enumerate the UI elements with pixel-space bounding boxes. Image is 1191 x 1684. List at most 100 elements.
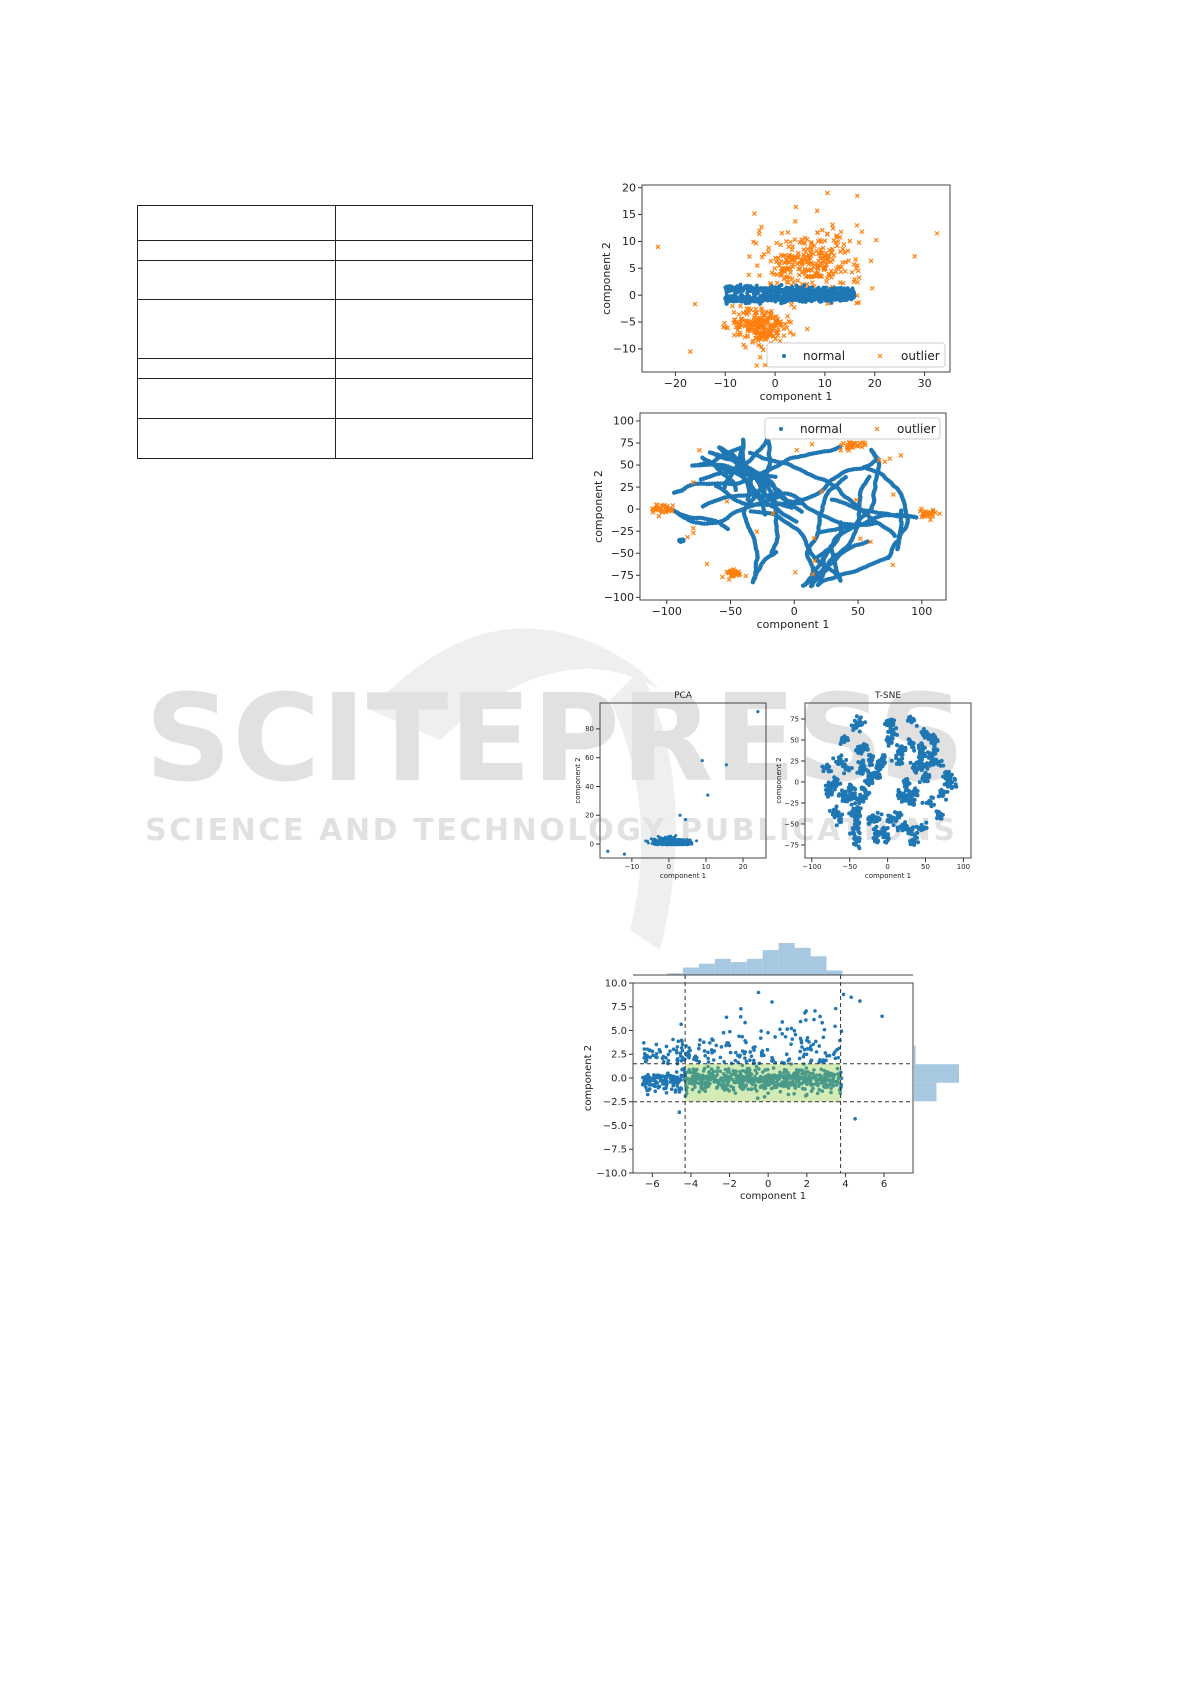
outlier-point — [732, 317, 738, 323]
data-point — [858, 761, 863, 766]
outlier-point — [869, 285, 875, 291]
data-point — [815, 287, 820, 292]
data-point — [899, 761, 904, 766]
outlier-point — [830, 256, 836, 262]
data-point — [660, 842, 664, 846]
outlier-point — [787, 330, 793, 336]
data-point — [644, 839, 648, 843]
data-point — [894, 756, 899, 761]
data-point — [700, 758, 704, 763]
data-point — [721, 1072, 726, 1076]
data-point — [746, 295, 751, 300]
data-point — [841, 293, 846, 298]
outlier-point — [838, 269, 844, 275]
outlier-point — [898, 453, 904, 458]
data-point — [943, 797, 948, 802]
data-point — [842, 771, 847, 776]
outlier-point — [724, 498, 730, 504]
data-point — [796, 288, 801, 293]
data-point — [606, 849, 610, 853]
outlier-point — [842, 268, 848, 274]
legend-label-normal: normal — [803, 349, 845, 363]
data-point — [747, 450, 753, 456]
outlier-point — [781, 276, 787, 282]
data-point — [947, 781, 952, 786]
outlier-point — [743, 320, 749, 325]
data-point — [745, 291, 750, 296]
outlier-point — [731, 309, 737, 315]
data-point — [870, 777, 875, 782]
data-point — [845, 799, 850, 804]
x-axis-label: component 1 — [865, 872, 911, 880]
y-axis-label: component 2 — [775, 757, 783, 803]
outlier-point — [818, 256, 823, 261]
outlier-point — [751, 239, 756, 245]
data-point — [854, 714, 859, 719]
y-axis-label: component 2 — [583, 1045, 594, 1111]
data-point — [840, 735, 845, 740]
plot-frame — [599, 702, 767, 859]
table-cell — [137, 205, 336, 241]
data-point — [838, 816, 843, 821]
data-point — [646, 841, 650, 845]
outlier-point — [887, 456, 893, 462]
outlier-point — [876, 457, 882, 463]
x-tick-label: −10 — [714, 377, 737, 390]
outlier-point — [841, 242, 847, 248]
data-point — [830, 293, 835, 298]
outlier-point — [802, 257, 808, 263]
data-point — [850, 292, 855, 297]
data-point — [857, 806, 862, 811]
data-point — [743, 285, 748, 290]
outlier-point — [794, 447, 800, 453]
data-point — [824, 285, 829, 290]
x-tick-label: 50 — [921, 863, 930, 871]
outlier-point — [882, 459, 888, 465]
x-tick-label: 6 — [881, 1179, 887, 1190]
data-point — [944, 771, 949, 776]
outlier-point — [738, 319, 743, 325]
data-point — [857, 831, 862, 836]
outlier-point — [796, 272, 802, 278]
tsne-outlier-scatter: −100 −50 0 50 100−100−75−50−250255075100comp… — [592, 412, 947, 631]
outlier-point — [819, 488, 825, 494]
outlier-point — [822, 265, 828, 271]
data-point — [937, 759, 942, 764]
outlier-point — [754, 310, 760, 316]
data-point — [829, 769, 834, 774]
data-point — [854, 839, 859, 844]
outlier-point — [761, 329, 767, 335]
outlier-point — [789, 247, 795, 253]
outlier-point — [739, 316, 745, 322]
outlier-point — [760, 312, 766, 318]
x-axis-label: component 1 — [660, 872, 706, 880]
data-point — [880, 764, 885, 769]
outlier-point — [827, 247, 833, 253]
data-point — [671, 842, 675, 846]
outlier-point — [768, 258, 774, 264]
outlier-point — [824, 231, 830, 237]
data-point — [782, 295, 787, 300]
data-point — [882, 839, 887, 844]
table-cell — [137, 358, 336, 379]
data-point — [904, 824, 909, 829]
x-axis-label: component 1 — [740, 1191, 806, 1202]
data-point — [781, 300, 786, 305]
outlier-point — [834, 266, 839, 272]
outlier-point — [843, 259, 849, 265]
outlier-point — [890, 562, 896, 568]
data-point — [801, 290, 806, 295]
data-point — [920, 748, 925, 753]
data-point — [945, 789, 950, 794]
data-point — [657, 838, 661, 842]
data-point — [900, 756, 905, 761]
data-point — [724, 287, 729, 292]
outlier-point — [802, 240, 808, 246]
outlier-point — [854, 193, 860, 199]
data-point — [924, 779, 929, 784]
outlier-point — [754, 363, 760, 368]
outlier-point — [774, 280, 780, 286]
data-point — [910, 745, 915, 750]
data-point — [754, 283, 759, 288]
